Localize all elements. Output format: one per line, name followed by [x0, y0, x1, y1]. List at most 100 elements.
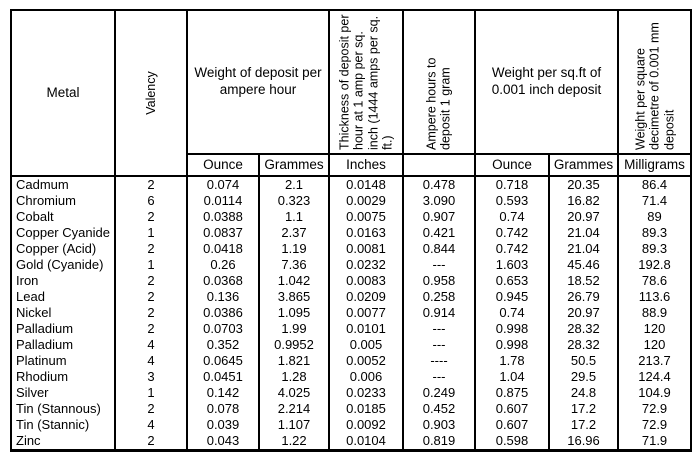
value-cell: 0.452: [402, 401, 476, 417]
value-cell: 0.0645: [186, 353, 260, 369]
metal-cell: Palladium: [10, 337, 116, 353]
value-cell: 0.0185: [328, 401, 404, 417]
value-cell: 6: [114, 193, 188, 209]
value-cell: 0.742: [474, 225, 550, 241]
metal-cell: Cadmum: [10, 176, 116, 193]
value-cell: 0.998: [474, 337, 550, 353]
table-body: Cadmum 2 0.074 2.1 0.0148 0.478 0.718 20.35 86.4…: [10, 176, 693, 451]
table-row: Rhodium 3 0.0451 1.28 0.006 --- 1.04 29.5 124.4: [10, 369, 693, 385]
value-cell: 0.0104: [328, 433, 404, 451]
value-cell: 3.865: [258, 289, 330, 305]
value-cell: 192.8: [617, 257, 693, 273]
value-cell: 7.36: [258, 257, 330, 273]
value-cell: 4: [114, 337, 188, 353]
col-header-ampere-hours: Ampere hours to deposit 1 gram: [402, 10, 476, 155]
value-cell: 89.3: [617, 241, 693, 257]
value-cell: 0.74: [474, 209, 550, 225]
value-cell: 0.005: [328, 337, 404, 353]
metal-cell: Nickel: [10, 305, 116, 321]
table-row: Palladium 2 0.0703 1.99 0.0101 --- 0.998 28.32 1…: [10, 321, 693, 337]
col-header-weight-per-ampere-hour: Weight of deposit per ampere hour: [186, 10, 330, 155]
value-cell: 0.142: [186, 385, 260, 401]
metal-cell: Gold (Cyanide): [10, 257, 116, 273]
value-cell: 1.821: [258, 353, 330, 369]
value-cell: 0.907: [402, 209, 476, 225]
table-row: Silver 1 0.142 4.025 0.0233 0.249 0.875 24.8 104…: [10, 385, 693, 401]
value-cell: 0.0052: [328, 353, 404, 369]
value-cell: 213.7: [617, 353, 693, 369]
value-cell: 4: [114, 353, 188, 369]
value-cell: 2: [114, 321, 188, 337]
value-cell: 2: [114, 305, 188, 321]
col-header-weight-per-sqft: Weight per sq.ft of 0.001 inch deposit: [473, 10, 620, 155]
value-cell: 0.0092: [328, 417, 404, 433]
value-cell: 2: [114, 289, 188, 305]
unit-header-grammes: Grammes: [258, 154, 330, 177]
value-cell: 124.4: [617, 369, 693, 385]
value-cell: 0.958: [402, 273, 476, 289]
value-cell: 0.478: [402, 176, 476, 193]
value-cell: 72.9: [617, 417, 693, 433]
value-cell: 1: [114, 225, 188, 241]
value-cell: 0.0077: [328, 305, 404, 321]
value-cell: 4.025: [258, 385, 330, 401]
value-cell: 0.718: [474, 176, 550, 193]
value-cell: 26.79: [547, 289, 620, 305]
metal-cell: Copper Cyanide: [10, 225, 116, 241]
value-cell: 17.2: [547, 401, 620, 417]
unit-header-ounce: Ounce: [186, 154, 260, 177]
metal-cell: Lead: [10, 289, 116, 305]
value-cell: 20.97: [547, 305, 620, 321]
unit-header-empty: [402, 154, 476, 177]
value-cell: 0.0418: [186, 241, 260, 257]
value-cell: 1.28: [258, 369, 330, 385]
value-cell: 0.598: [474, 433, 550, 451]
header-row-units: Ounce Grammes Inches Ounce Grammes Milli…: [11, 154, 693, 177]
value-cell: 1.04: [474, 369, 550, 385]
value-cell: 2: [114, 176, 188, 193]
value-cell: 1.107: [258, 417, 330, 433]
value-cell: 0.249: [402, 385, 476, 401]
table-row: Copper (Acid) 2 0.0418 1.19 0.0081 0.844 0.742…: [10, 241, 693, 257]
value-cell: 0.607: [474, 417, 550, 433]
col-header-valency: Valency: [114, 10, 188, 177]
value-cell: 0.136: [186, 289, 260, 305]
value-cell: 0.074: [186, 176, 260, 193]
value-cell: 0.258: [402, 289, 476, 305]
value-cell: 78.6: [617, 273, 693, 289]
table-row: Lead 2 0.136 3.865 0.0209 0.258 0.945 26.79 113.…: [10, 289, 693, 305]
value-cell: 0.0837: [186, 225, 260, 241]
value-cell: 0.26: [186, 257, 260, 273]
value-cell: 2: [114, 401, 188, 417]
value-cell: 0.0209: [328, 289, 404, 305]
value-cell: 0.0075: [328, 209, 404, 225]
value-cell: 2.37: [258, 225, 330, 241]
metal-cell: Rhodium: [10, 369, 116, 385]
value-cell: 0.421: [402, 225, 476, 241]
value-cell: 0.9952: [258, 337, 330, 353]
value-cell: 0.607: [474, 401, 550, 417]
value-cell: 3.090: [402, 193, 476, 209]
value-cell: 50.5: [547, 353, 620, 369]
value-cell: 29.5: [547, 369, 620, 385]
metal-cell: Cobalt: [10, 209, 116, 225]
value-cell: 89.3: [617, 225, 693, 241]
metal-cell: Palladium: [10, 321, 116, 337]
value-cell: 16.96: [547, 433, 620, 451]
col-header-ampere-hours-label: Ampere hours to deposit 1 gram: [424, 57, 453, 150]
table-row: Nickel 2 0.0386 1.095 0.0077 0.914 0.74 20.97 88…: [10, 305, 693, 321]
value-cell: 71.9: [617, 433, 693, 451]
value-cell: 21.04: [547, 225, 620, 241]
unit-header-milligrams: Milligrams: [617, 154, 693, 177]
value-cell: 86.4: [617, 176, 693, 193]
value-cell: 0.323: [258, 193, 330, 209]
value-cell: 0.0148: [328, 176, 404, 193]
value-cell: 0.0114: [186, 193, 260, 209]
col-header-weight-per-sq-decimetre: Weight per square decimetre of 0.001 mm …: [617, 10, 693, 155]
metal-cell: Tin (Stannic): [10, 417, 116, 433]
table-row: Tin (Stannic) 4 0.039 1.107 0.0092 0.903 0.607…: [10, 417, 693, 433]
value-cell: 1.1: [258, 209, 330, 225]
value-cell: 0.0388: [186, 209, 260, 225]
value-cell: ---: [402, 337, 476, 353]
col-header-valency-label: Valency: [143, 71, 158, 115]
